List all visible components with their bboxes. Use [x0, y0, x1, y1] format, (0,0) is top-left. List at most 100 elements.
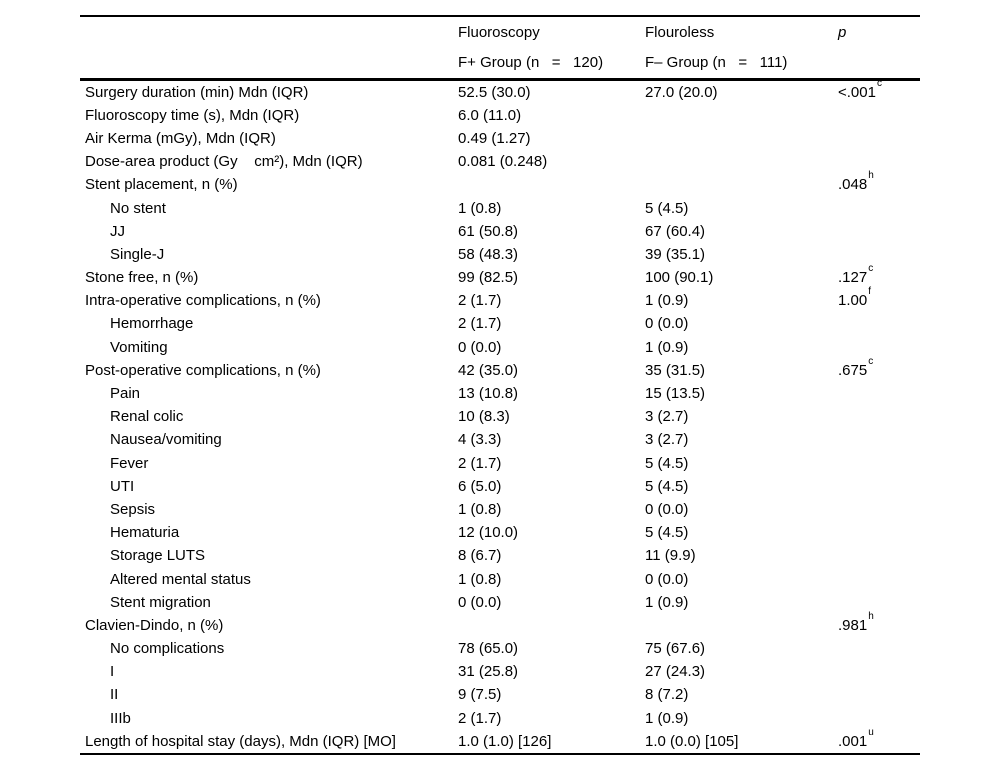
table-row: Sepsis 1 (0.8) 0 (0.0): [80, 498, 920, 521]
fluoroscopy-value: 0 (0.0): [458, 338, 502, 356]
flouroless-value: 0 (0.0): [645, 315, 689, 333]
table-row: II 9 (7.5) 8 (7.2): [80, 683, 920, 706]
p-value: [838, 595, 920, 610]
p-value: [838, 502, 920, 517]
table-row: Clavien-Dindo, n (%) .981h: [80, 611, 920, 637]
fluoroscopy-value: 99 (82.5): [458, 269, 519, 287]
p-value: [838, 432, 920, 447]
row-label: Length of hospital stay (days), Mdn (IQR…: [85, 732, 396, 750]
flouroless-value: 39 (35.1): [645, 245, 706, 263]
p-value-text: .048: [838, 176, 868, 194]
table-row: I 31 (25.8) 27 (24.3): [80, 660, 920, 683]
table-row: Altered mental status 1 (0.8) 0 (0.0): [80, 567, 920, 590]
p-value: .675c: [838, 356, 920, 379]
fluoroscopy-value: 12 (10.0): [458, 524, 519, 542]
table-row: Length of hospital stay (days), Mdn (IQR…: [80, 727, 920, 753]
flouroless-value: 5 (4.5): [645, 199, 689, 217]
fluoroscopy-value: 9 (7.5): [458, 686, 502, 704]
fluoroscopy-value: 61 (50.8): [458, 222, 519, 240]
flouroless-value: 0 (0.0): [645, 500, 689, 518]
row-label: Intra-operative complications, n (%): [85, 292, 321, 310]
table-row: Stent placement, n (%) .048h: [80, 170, 920, 196]
table-header-line2: F+ Group (n = 120) F– Group (n = 111): [80, 47, 920, 78]
p-value-text: .127: [838, 269, 868, 287]
flouroless-value: 3 (2.7): [645, 431, 689, 449]
fluoroscopy-value: 2 (1.7): [458, 454, 502, 472]
fluoroscopy-value: 1 (0.8): [458, 570, 502, 588]
p-value: [838, 131, 920, 146]
fluoroscopy-value: 2 (1.7): [458, 315, 502, 333]
table-row: Vomiting 0 (0.0) 1 (0.9): [80, 336, 920, 359]
flouroless-value: 27 (24.3): [645, 663, 706, 681]
p-value: [838, 664, 920, 679]
flouroless-value: 11 (9.9): [645, 547, 696, 565]
row-label: Renal colic: [110, 408, 184, 426]
row-label: Stent migration: [110, 593, 211, 611]
header-p: p: [838, 23, 847, 41]
table-row: Hematuria 12 (10.0) 5 (4.5): [80, 521, 920, 544]
fluoroscopy-value: 1 (0.8): [458, 199, 502, 217]
row-label: Storage LUTS: [110, 547, 206, 565]
row-label: Surgery duration (min) Mdn (IQR): [85, 83, 309, 101]
p-value: [838, 247, 920, 262]
fluoroscopy-value: 6 (5.0): [458, 477, 502, 495]
header-fminus-group: F– Group (n = 111): [645, 54, 788, 71]
table-row: Surgery duration (min) Mdn (IQR) 52.5 (30…: [80, 77, 920, 104]
fluoroscopy-value: 0.49 (1.27): [458, 129, 531, 147]
row-label: Hemorrhage: [110, 315, 194, 333]
row-label: Dose-area product (Gy cm²), Mdn (IQR): [85, 153, 363, 171]
row-label: Sepsis: [110, 500, 156, 518]
table-row: Dose-area product (Gy cm²), Mdn (IQR) 0.0…: [80, 150, 920, 173]
row-label: Stone free, n (%): [85, 269, 199, 287]
p-superscript: h: [868, 610, 874, 622]
flouroless-value: 1.0 (0.0) [105]: [645, 732, 739, 750]
row-label: Fluoroscopy time (s), Mdn (IQR): [85, 106, 300, 124]
row-label: UTI: [110, 477, 135, 495]
table-header-rule: [80, 78, 920, 81]
p-value: [838, 456, 920, 471]
header-flouroless: Flouroless: [645, 23, 715, 41]
p-superscript: h: [868, 170, 874, 182]
p-value: [838, 340, 920, 355]
table-row: Intra-operative complications, n (%) 2 (1…: [80, 287, 920, 312]
fluoroscopy-value: 42 (35.0): [458, 361, 519, 379]
p-value: 1.00f: [838, 287, 920, 309]
fluoroscopy-value: 13 (10.8): [458, 385, 519, 403]
p-value: [838, 525, 920, 540]
row-label: Altered mental status: [110, 570, 251, 588]
fluoroscopy-value: 1.0 (1.0) [126]: [458, 732, 552, 750]
row-label: Stent placement, n (%): [85, 176, 238, 194]
flouroless-value: 3 (2.7): [645, 408, 689, 426]
results-table: Fluoroscopy Flouroless p F+ Group (n = 1…: [80, 15, 920, 755]
row-label: Air Kerma (mGy), Mdn (IQR): [85, 129, 276, 147]
row-label: No complications: [110, 640, 225, 658]
flouroless-value: 8 (7.2): [645, 686, 689, 704]
p-superscript: c: [876, 77, 882, 89]
table-row: No complications 78 (65.0) 75 (67.6): [80, 637, 920, 660]
p-value-text: <.001: [838, 83, 876, 101]
flouroless-value: 1 (0.9): [645, 593, 689, 611]
row-label: Nausea/vomiting: [110, 431, 222, 449]
table-row: Nausea/vomiting 4 (3.3) 3 (2.7): [80, 428, 920, 451]
table-row: Stent migration 0 (0.0) 1 (0.9): [80, 591, 920, 614]
flouroless-value: 5 (4.5): [645, 524, 689, 542]
p-superscript: c: [868, 355, 874, 367]
fluoroscopy-value: 58 (48.3): [458, 245, 519, 263]
p-superscript: c: [868, 263, 874, 275]
flouroless-value: 27.0 (20.0): [645, 83, 718, 101]
p-value: [838, 687, 920, 702]
table-row: Fever 2 (1.7) 5 (4.5): [80, 452, 920, 475]
table-row: JJ 61 (50.8) 67 (60.4): [80, 220, 920, 243]
p-value: [838, 386, 920, 401]
p-value: [838, 572, 920, 587]
p-value-text: .001: [838, 732, 868, 750]
p-value: .981h: [838, 611, 920, 633]
row-label: IIIb: [110, 709, 131, 727]
table-top-rule: [80, 15, 920, 17]
p-value: [838, 641, 920, 656]
p-value-text: .675: [838, 361, 868, 379]
table-row: Pain 13 (10.8) 15 (13.5): [80, 382, 920, 405]
flouroless-value: 1 (0.9): [645, 709, 689, 727]
table-row: Hemorrhage 2 (1.7) 0 (0.0): [80, 312, 920, 335]
